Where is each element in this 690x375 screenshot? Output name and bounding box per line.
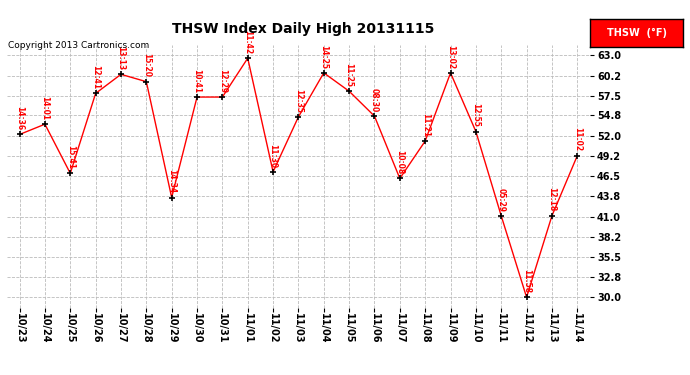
- Text: THSW  (°F): THSW (°F): [607, 28, 667, 38]
- Text: 14:34: 14:34: [167, 169, 176, 194]
- Text: Copyright 2013 Cartronics.com: Copyright 2013 Cartronics.com: [8, 41, 150, 50]
- Text: 11:42: 11:42: [243, 30, 253, 54]
- Text: 13:02: 13:02: [446, 45, 455, 69]
- Text: 08:30: 08:30: [370, 88, 379, 112]
- Text: 11:25: 11:25: [344, 63, 353, 87]
- Text: 14:01: 14:01: [41, 96, 50, 120]
- Text: 11:30: 11:30: [268, 144, 277, 168]
- Text: THSW Index Daily High 20131115: THSW Index Daily High 20131115: [172, 22, 435, 36]
- Text: 10:08: 10:08: [395, 150, 404, 174]
- Text: 11:02: 11:02: [573, 128, 582, 152]
- Text: 12:35: 12:35: [294, 89, 303, 113]
- Text: 13:13: 13:13: [117, 46, 126, 70]
- Text: 11:21: 11:21: [421, 113, 430, 137]
- Text: 14:36: 14:36: [15, 106, 24, 130]
- Text: 12:18: 12:18: [547, 188, 556, 211]
- Text: 12:55: 12:55: [471, 104, 480, 128]
- Text: 15:41: 15:41: [66, 145, 75, 169]
- Text: 14:25: 14:25: [319, 45, 328, 69]
- Text: 11:58: 11:58: [522, 269, 531, 293]
- Text: 12:29: 12:29: [218, 69, 227, 93]
- Text: 15:20: 15:20: [142, 54, 151, 78]
- Text: 10:41: 10:41: [193, 69, 201, 93]
- Text: 05:29: 05:29: [497, 188, 506, 211]
- Text: 12:41: 12:41: [91, 65, 100, 89]
